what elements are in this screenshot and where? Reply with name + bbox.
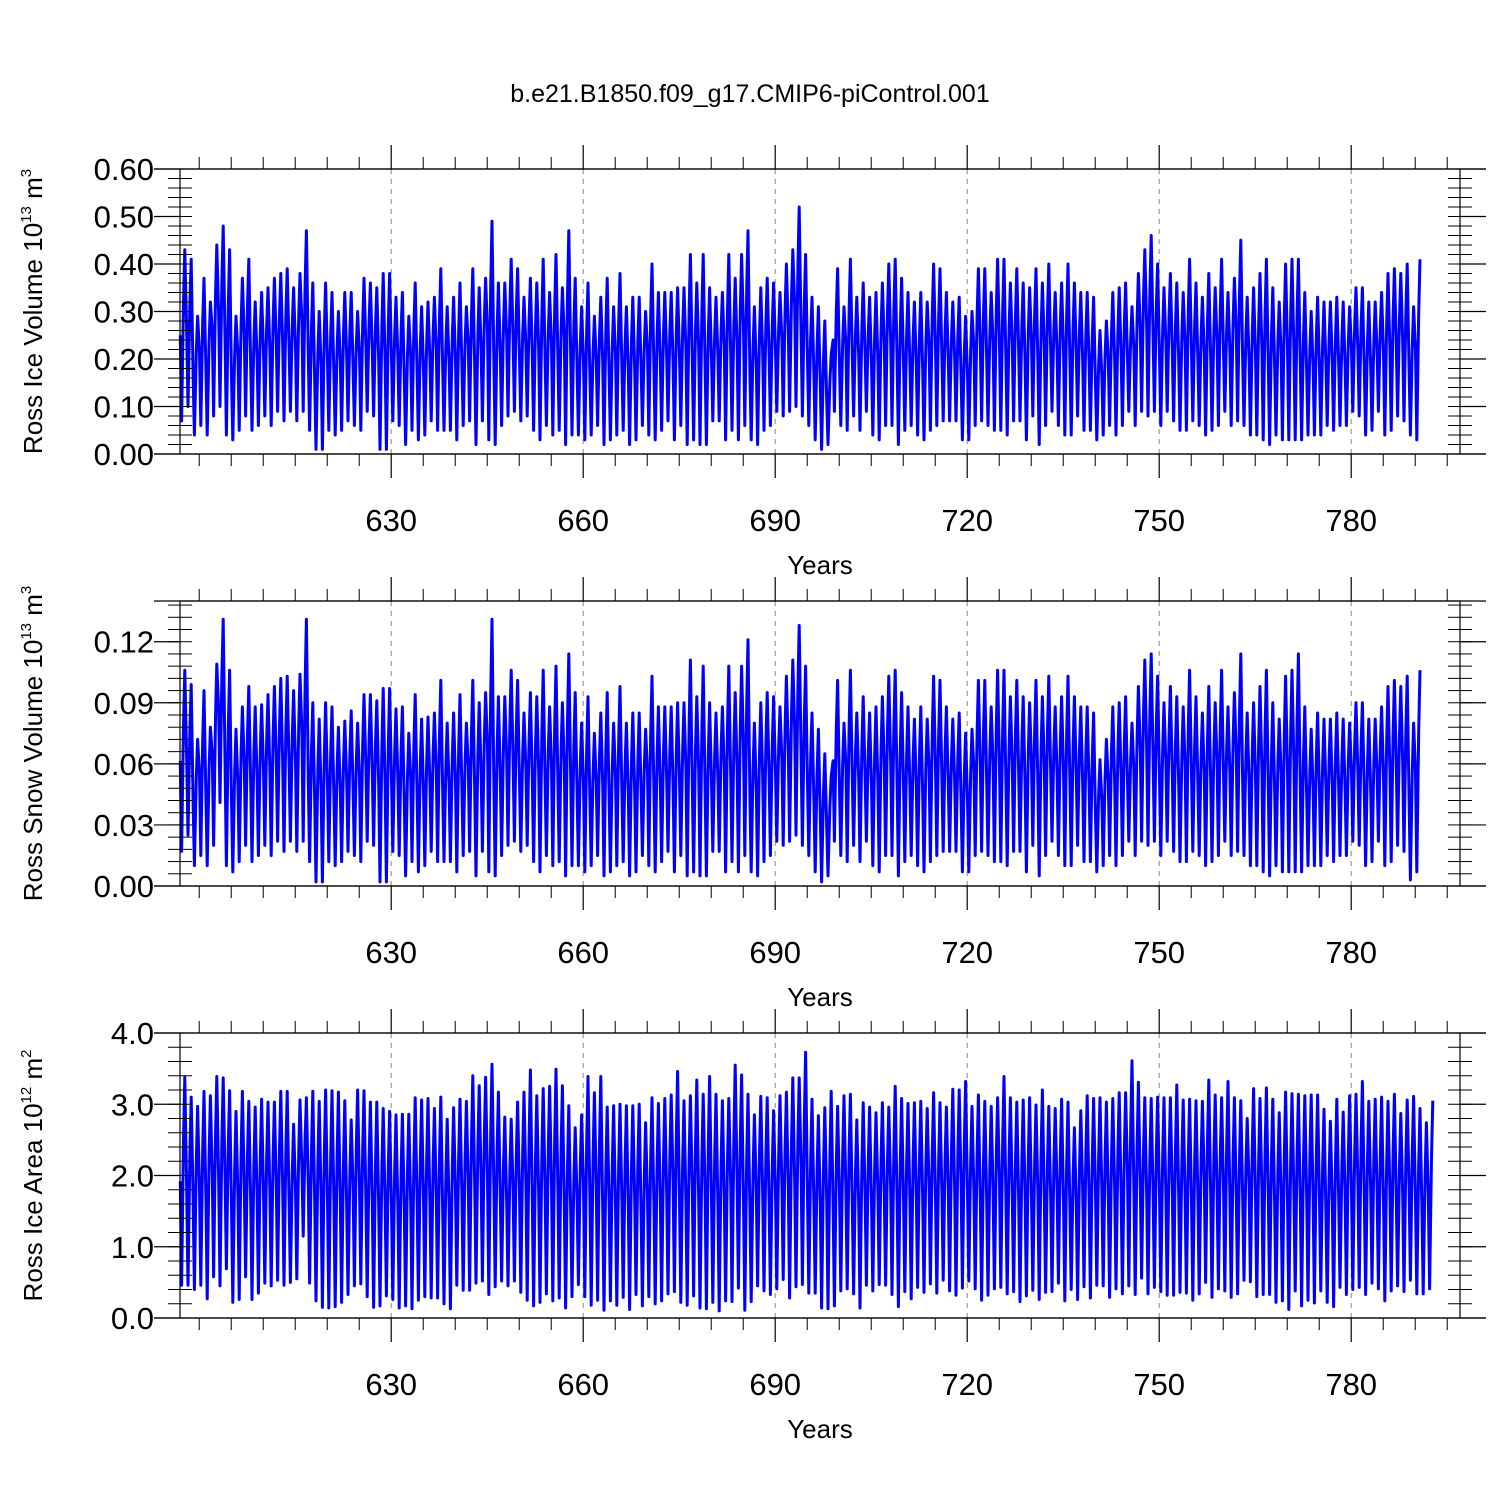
data-series-line — [178, 205, 1422, 451]
x-tick-label: 780 — [1325, 1367, 1377, 1402]
x-tick-label: 750 — [1133, 1367, 1185, 1402]
data-series-line — [178, 1050, 1435, 1313]
y-tick-label: 0.30 — [94, 295, 154, 330]
y-tick-label: 4.0 — [111, 1016, 154, 1051]
y-tick-label: 0.06 — [94, 747, 154, 782]
y-tick-label: 0.00 — [94, 437, 154, 472]
x-tick-label: 720 — [941, 935, 993, 970]
x-tick-label: 720 — [941, 503, 993, 538]
x-tick-label: 630 — [365, 1367, 417, 1402]
y-tick-label: 0.50 — [94, 200, 154, 235]
y-tick-label: 3.0 — [111, 1087, 154, 1122]
y-tick-label: 0.10 — [94, 390, 154, 425]
data-series-line — [178, 617, 1422, 884]
chart-panel-1: 0.00 0.10 0.20 0.30 0.40 0.50 0.60 630 660 690 720… — [18, 145, 1486, 580]
x-tick-label: 630 — [365, 935, 417, 970]
y-axis-label: Ross Snow Volume 1013 m3 — [18, 586, 48, 902]
x-tick-label: 720 — [941, 1367, 993, 1402]
x-axis-label: Years — [787, 550, 853, 580]
chart-panel-3: 0.0 1.0 2.0 3.0 4.0 630 660 690 720 750 780 Years Ro… — [18, 1009, 1486, 1444]
y-tick-label: 0.0 — [111, 1301, 154, 1336]
y-tick-label: 0.60 — [94, 152, 154, 187]
y-tick-label: 0.03 — [94, 808, 154, 843]
x-tick-label: 780 — [1325, 503, 1377, 538]
x-tick-label: 660 — [557, 503, 609, 538]
x-axis-label: Years — [787, 1414, 853, 1444]
y-tick-label: 0.12 — [94, 625, 154, 660]
x-tick-label: 630 — [365, 503, 417, 538]
x-tick-label: 750 — [1133, 503, 1185, 538]
chart-panel-2: 0.00 0.03 0.06 0.09 0.12 630 660 690 720 750 780 Ye… — [18, 577, 1486, 1012]
x-tick-label: 660 — [557, 1367, 609, 1402]
y-axis-label: Ross Ice Volume 1013 m3 — [18, 169, 48, 454]
figure-title: b.e21.B1850.f09_g17.CMIP6-piControl.001 — [510, 80, 990, 108]
x-tick-label: 750 — [1133, 935, 1185, 970]
y-tick-label: 2.0 — [111, 1159, 154, 1194]
x-tick-label: 660 — [557, 935, 609, 970]
y-tick-label: 0.20 — [94, 342, 154, 377]
x-axis-label: Years — [787, 982, 853, 1012]
y-axis-label: Ross Ice Area 1012 m2 — [18, 1050, 48, 1302]
x-tick-label: 780 — [1325, 935, 1377, 970]
x-tick-label: 690 — [749, 935, 801, 970]
y-tick-label: 0.40 — [94, 247, 154, 282]
x-tick-label: 690 — [749, 1367, 801, 1402]
x-tick-label: 690 — [749, 503, 801, 538]
y-tick-label: 0.00 — [94, 869, 154, 904]
y-tick-label: 0.09 — [94, 686, 154, 721]
y-tick-label: 1.0 — [111, 1230, 154, 1265]
